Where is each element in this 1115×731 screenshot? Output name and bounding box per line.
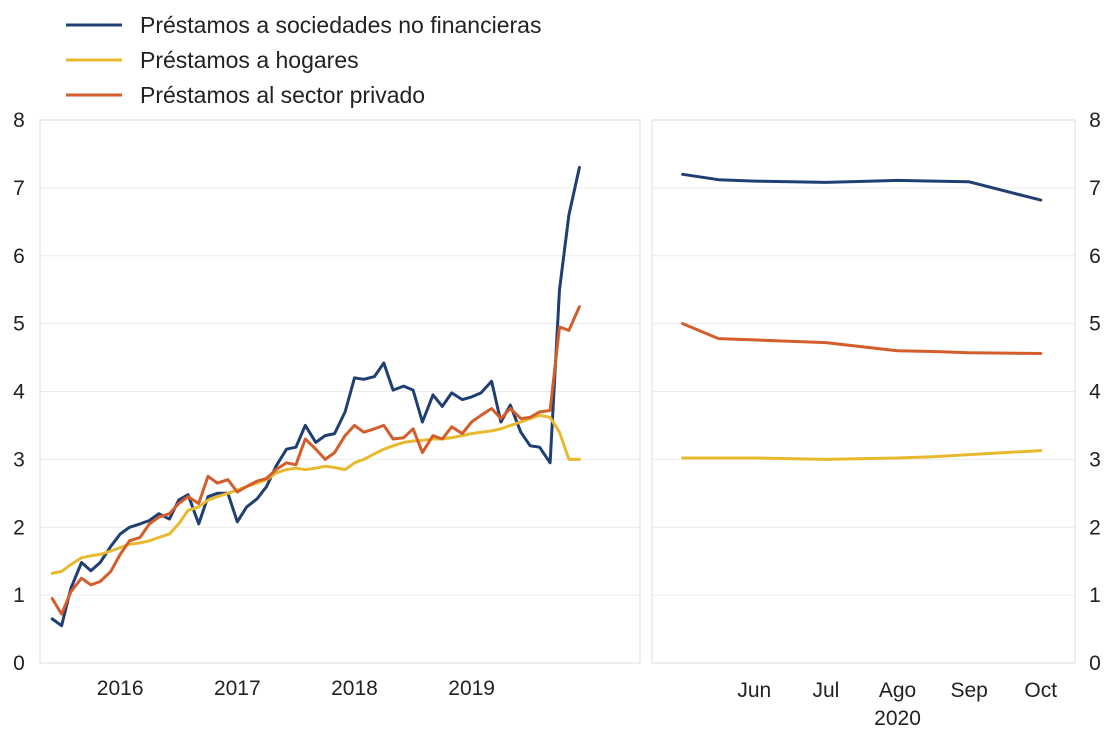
- y-tick-label-left: 1: [13, 584, 25, 607]
- series-line-priv-left: [50, 305, 581, 616]
- series-lines: [50, 166, 1043, 628]
- legend-label-nfc: Préstamos a sociedades no financieras: [140, 12, 541, 38]
- y-tick-label-left: 2: [13, 516, 25, 539]
- y-tick-label-right: 8: [1089, 109, 1101, 132]
- series-line-priv-right: [681, 322, 1043, 355]
- x-tick-label-Jun: Jun: [737, 679, 771, 702]
- series-line-hh-right: [681, 449, 1043, 461]
- plot-frame-right: [651, 119, 1076, 664]
- y-tick-label-right: 4: [1089, 381, 1101, 404]
- y-tick-label-left: 7: [13, 177, 25, 200]
- x-tick-label-2019: 2019: [448, 677, 495, 700]
- grid-lines: [40, 187, 1075, 596]
- series-line-nfc-right: [681, 172, 1043, 202]
- y-axes: 0 0 1 1 2 2 3 3 4 4 5 5 6 6 7 7 8 8: [13, 109, 1101, 675]
- y-tick-label-right: 7: [1089, 177, 1101, 200]
- x-tick-label-Jul: Jul: [812, 679, 839, 702]
- x-tick-label-Oct: Oct: [1024, 679, 1057, 702]
- y-tick-label-left: 8: [13, 109, 25, 132]
- x-axis-year-label: 2020: [874, 707, 921, 730]
- y-tick-label-right: 1: [1089, 584, 1101, 607]
- y-tick-label-right: 3: [1089, 448, 1101, 471]
- y-tick-label-right: 0: [1089, 652, 1101, 675]
- x-tick-label-2016: 2016: [97, 677, 144, 700]
- y-tick-label-left: 0: [13, 652, 25, 675]
- y-tick-label-right: 2: [1089, 516, 1101, 539]
- plot-frames: [39, 119, 1076, 664]
- x-tick-label-2018: 2018: [331, 677, 378, 700]
- legend: Préstamos a sociedades no financieras Pré…: [66, 12, 541, 108]
- series-line-hh-left: [50, 413, 581, 575]
- y-tick-label-left: 3: [13, 448, 25, 471]
- plot-frame-left: [39, 119, 641, 664]
- series-line-nfc-left: [50, 166, 581, 628]
- y-tick-label-left: 4: [13, 381, 25, 404]
- y-tick-label-right: 5: [1089, 313, 1101, 336]
- x-tick-label-Sep: Sep: [950, 679, 987, 702]
- x-tick-label-Ago: Ago: [879, 679, 916, 702]
- y-tick-label-left: 6: [13, 245, 25, 268]
- legend-label-priv: Préstamos al sector privado: [140, 82, 425, 108]
- x-axes: 2016 2017 2018 2019 Jun Jul Ago Sep Oct 2020: [97, 677, 1057, 730]
- y-tick-label-left: 5: [13, 313, 25, 336]
- x-tick-label-2017: 2017: [214, 677, 261, 700]
- legend-label-hh: Préstamos a hogares: [140, 47, 359, 73]
- y-tick-label-right: 6: [1089, 245, 1101, 268]
